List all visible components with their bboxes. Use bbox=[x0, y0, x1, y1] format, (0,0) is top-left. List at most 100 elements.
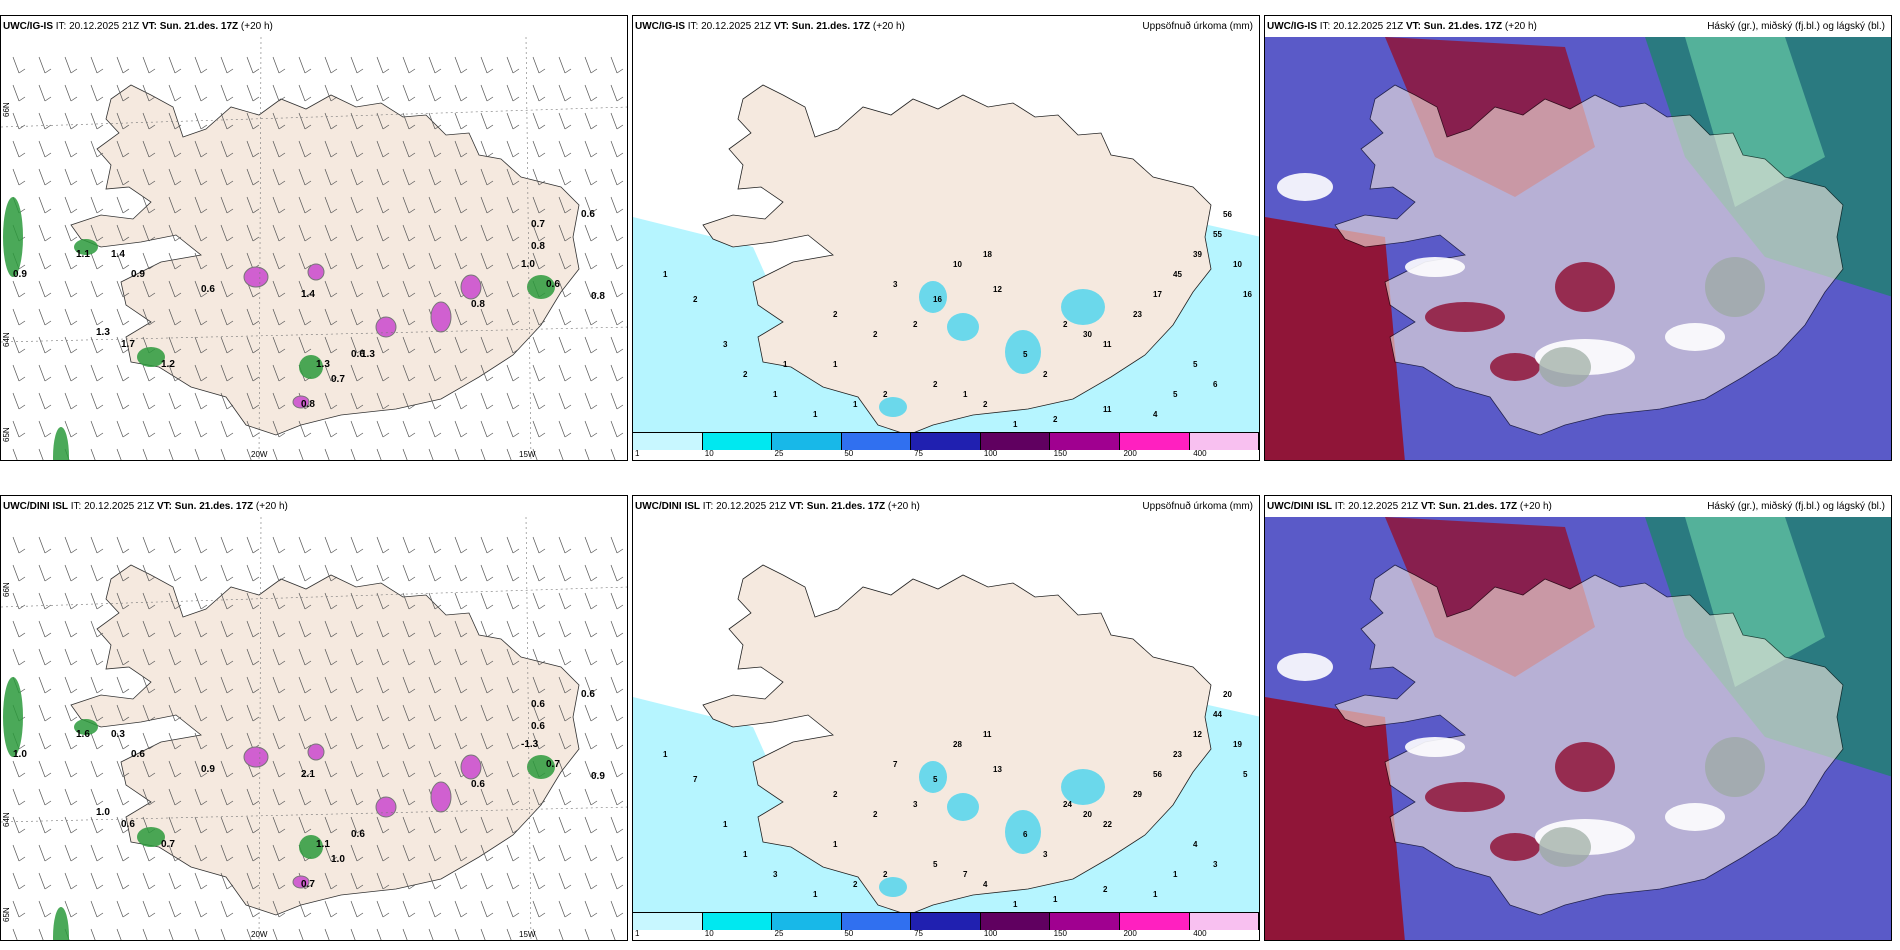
panel-header: UWC/DINI ISL IT: 20.12.2025 21Z VT: Sun.… bbox=[633, 496, 1259, 517]
precip-value: 23 bbox=[1173, 750, 1182, 759]
legend-tick: 1 bbox=[635, 929, 640, 938]
precip-value: 29 bbox=[1133, 790, 1142, 799]
wind-value: 1.6 bbox=[76, 729, 90, 740]
precip-value: 4 bbox=[1193, 840, 1198, 849]
precip-value: 12 bbox=[993, 285, 1002, 294]
lon-label: 20W bbox=[251, 450, 268, 459]
precip-value: 10 bbox=[953, 260, 962, 269]
legend-tick: 10 bbox=[704, 449, 714, 458]
precip-value: 19 bbox=[1233, 740, 1242, 749]
precip-value: 1 bbox=[853, 400, 858, 409]
wind-value: 0.9 bbox=[13, 269, 27, 280]
iceland-land bbox=[702, 84, 1212, 434]
wind-value: 0.9 bbox=[131, 269, 145, 280]
precip-value: 18 bbox=[983, 250, 992, 259]
precip-value: 56 bbox=[1223, 210, 1232, 219]
wind-value: 0.7 bbox=[161, 839, 175, 850]
legend-swatch bbox=[702, 913, 773, 930]
precip-value: 2 bbox=[833, 310, 838, 319]
precip-value: 3 bbox=[773, 870, 778, 879]
precip-value: 10 bbox=[1233, 260, 1242, 269]
legend-tick: 200 bbox=[1123, 929, 1137, 938]
wind-value: 0.6 bbox=[531, 721, 545, 732]
precip-value: 23 bbox=[1133, 310, 1142, 319]
precip-value: 16 bbox=[933, 295, 942, 304]
precip-value: 30 bbox=[1083, 330, 1092, 339]
lat-label: 66N bbox=[2, 102, 11, 117]
wind-value: 1.3 bbox=[96, 327, 110, 338]
iceland-land bbox=[702, 564, 1212, 914]
precip-value: 2 bbox=[883, 390, 888, 399]
precip-value: 1 bbox=[833, 840, 838, 849]
lat-label: 64N bbox=[2, 332, 11, 347]
wind-value: 1.7 bbox=[121, 339, 135, 350]
precip-value: 7 bbox=[963, 870, 968, 879]
legend-tick: 400 bbox=[1193, 449, 1207, 458]
legend-swatch bbox=[841, 433, 912, 450]
precip-value: 7 bbox=[893, 760, 898, 769]
legend-tick: 400 bbox=[1193, 929, 1207, 938]
panel-header: UWC/IG-IS IT: 20.12.2025 21Z VT: Sun. 21… bbox=[3, 21, 273, 32]
precip-value: 12 bbox=[1193, 730, 1202, 739]
precip-value: 39 bbox=[1193, 250, 1202, 259]
legend-swatch bbox=[633, 433, 703, 450]
iceland-land bbox=[70, 84, 580, 436]
precip-value: 1 bbox=[723, 820, 728, 829]
precip-value: 2 bbox=[873, 330, 878, 339]
precip-value: 3 bbox=[723, 340, 728, 349]
precip-value: 1 bbox=[833, 360, 838, 369]
legend-swatch bbox=[980, 913, 1051, 930]
wind-value: 0.6 bbox=[351, 829, 365, 840]
map-title: Uppsöfnuð úrkoma (mm) bbox=[1142, 21, 1253, 32]
precip-value: 20 bbox=[1223, 690, 1232, 699]
wind-value: 0.8 bbox=[471, 299, 485, 310]
wind-value: 1.0 bbox=[331, 854, 345, 865]
iceland-land bbox=[70, 564, 580, 916]
precip-map: 1711312273528111363242022295623124420195… bbox=[633, 564, 1259, 914]
precip-value: 2 bbox=[913, 320, 918, 329]
precip-value: 1 bbox=[1053, 895, 1058, 904]
lat-label: 64N bbox=[2, 812, 11, 827]
map-title: Uppsöfnuð úrkoma (mm) bbox=[1142, 501, 1253, 512]
precip-value: 17 bbox=[1153, 290, 1162, 299]
precip-panel-bottom: UWC/DINI ISL IT: 20.12.2025 21Z VT: Sun.… bbox=[632, 495, 1260, 941]
wind-value: 0.6 bbox=[351, 349, 365, 360]
precip-value: 11 bbox=[1103, 405, 1112, 414]
precip-value: 1 bbox=[663, 750, 668, 759]
legend-tick: 25 bbox=[774, 449, 784, 458]
wind-value: 1.2 bbox=[161, 359, 175, 370]
legend-tick: 1 bbox=[635, 449, 640, 458]
wind-value: 0.6 bbox=[546, 279, 560, 290]
precip-value: 11 bbox=[1103, 340, 1112, 349]
lat-label: 65N bbox=[2, 907, 11, 922]
legend-tick: 50 bbox=[844, 929, 854, 938]
precip-value: 2 bbox=[883, 870, 888, 879]
wind-value: -1.3 bbox=[521, 739, 539, 750]
panel-header: UWC/IG-IS IT: 20.12.2025 21Z VT: Sun. 21… bbox=[633, 16, 1259, 37]
cloud-map bbox=[1265, 517, 1891, 940]
legend-swatch bbox=[911, 913, 981, 930]
precip-value: 5 bbox=[1173, 390, 1178, 399]
precip-value: 1 bbox=[1173, 870, 1178, 879]
map-title: Háský (gr.), miðský (fj.bl.) og lágský (… bbox=[1707, 501, 1885, 512]
precip-value: 5 bbox=[1023, 350, 1028, 359]
wind-map: 66N 64N 65N 20W 15W 0.6 0.6 0.6 -1.3 1.0 0.9 1.0 0.6… bbox=[1, 517, 627, 940]
lat-label: 65N bbox=[2, 427, 11, 442]
precip-value: 6 bbox=[1213, 380, 1218, 389]
precip-value: 16 bbox=[1243, 290, 1252, 299]
wind-value: 1.1 bbox=[316, 839, 330, 850]
wind-value: 2.1 bbox=[301, 769, 315, 780]
wind-value: 0.7 bbox=[331, 374, 345, 385]
precip-value: 5 bbox=[1243, 770, 1248, 779]
wind-value: 0.6 bbox=[121, 819, 135, 830]
wind-value: 0.9 bbox=[201, 764, 215, 775]
legend-tick: 200 bbox=[1123, 449, 1137, 458]
lat-label: 66N bbox=[2, 582, 11, 597]
precip-value: 2 bbox=[933, 380, 938, 389]
legend-tick: 100 bbox=[983, 449, 998, 458]
wind-value: 1.4 bbox=[301, 289, 315, 300]
precip-value: 5 bbox=[933, 860, 938, 869]
legend-swatch bbox=[702, 433, 773, 450]
precip-value: 4 bbox=[983, 880, 988, 889]
precip-value: 3 bbox=[913, 800, 918, 809]
